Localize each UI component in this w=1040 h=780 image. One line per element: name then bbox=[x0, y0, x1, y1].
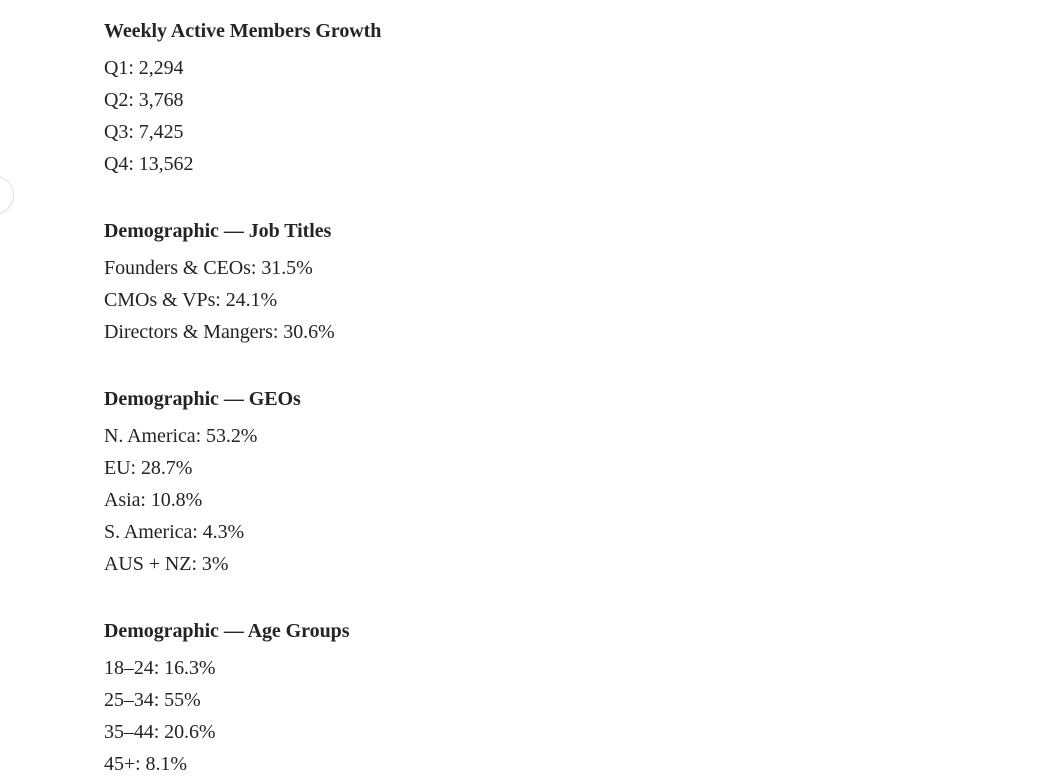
stat-line: 18–24: 16.3% bbox=[104, 652, 1040, 684]
stat-line: Founders & CEOs: 31.5% bbox=[104, 252, 1040, 284]
stat-label: N. America bbox=[104, 425, 196, 447]
stat-label: Q1 bbox=[104, 57, 128, 79]
stat-label: AUS + NZ bbox=[104, 553, 191, 575]
stat-value: 28.7% bbox=[141, 457, 192, 479]
stat-value: 53.2% bbox=[206, 425, 257, 447]
section-title: Demographic — Age Groups bbox=[104, 616, 1040, 646]
stat-line: Q2: 3,768 bbox=[104, 84, 1040, 116]
section-demographic-job-titles: Demographic — Job Titles Founders & CEOs… bbox=[104, 216, 1040, 348]
section-title: Demographic — Job Titles bbox=[104, 216, 1040, 246]
stat-value: 13,562 bbox=[139, 153, 194, 175]
stat-label: Q2 bbox=[104, 89, 128, 111]
stat-value: 2,294 bbox=[139, 57, 184, 79]
stat-label: 45+ bbox=[104, 753, 135, 775]
stat-line: Q4: 13,562 bbox=[104, 148, 1040, 180]
stat-label: S. America bbox=[104, 521, 192, 543]
stat-label: 18–24 bbox=[104, 657, 154, 679]
stat-value: 3% bbox=[202, 553, 229, 575]
stat-value: 10.8% bbox=[151, 489, 202, 511]
stat-line: 25–34: 55% bbox=[104, 684, 1040, 716]
stat-value: 7,425 bbox=[139, 121, 184, 143]
section-demographic-age-groups: Demographic — Age Groups 18–24: 16.3% 25… bbox=[104, 616, 1040, 780]
stat-label: Founders & CEOs bbox=[104, 257, 251, 279]
stat-line: 45+: 8.1% bbox=[104, 748, 1040, 780]
stat-label: 25–34 bbox=[104, 689, 154, 711]
stat-value: 4.3% bbox=[203, 521, 244, 543]
stat-label: CMOs & VPs bbox=[104, 289, 215, 311]
stat-line: N. America: 53.2% bbox=[104, 420, 1040, 452]
stat-line: EU: 28.7% bbox=[104, 452, 1040, 484]
stat-label: Q3 bbox=[104, 121, 128, 143]
stat-line: 35–44: 20.6% bbox=[104, 716, 1040, 748]
section-demographic-geos: Demographic — GEOs N. America: 53.2% EU:… bbox=[104, 384, 1040, 580]
stat-line: CMOs & VPs: 24.1% bbox=[104, 284, 1040, 316]
stat-label: Q4 bbox=[104, 153, 128, 175]
section-title: Weekly Active Members Growth bbox=[104, 16, 1040, 46]
stat-value: 31.5% bbox=[261, 257, 312, 279]
stat-value: 8.1% bbox=[146, 753, 187, 775]
stat-line: AUS + NZ: 3% bbox=[104, 548, 1040, 580]
stat-label: 35–44 bbox=[104, 721, 154, 743]
stat-label: Asia bbox=[104, 489, 140, 511]
section-title: Demographic — GEOs bbox=[104, 384, 1040, 414]
stat-line: S. America: 4.3% bbox=[104, 516, 1040, 548]
stat-value: 55% bbox=[164, 689, 200, 711]
section-weekly-active-members: Weekly Active Members Growth Q1: 2,294 Q… bbox=[104, 16, 1040, 180]
document-body: Weekly Active Members Growth Q1: 2,294 Q… bbox=[0, 0, 1040, 780]
stat-label: Directors & Mangers bbox=[104, 321, 273, 343]
stat-line: Asia: 10.8% bbox=[104, 484, 1040, 516]
stat-value: 16.3% bbox=[164, 657, 215, 679]
stat-line: Directors & Mangers: 30.6% bbox=[104, 316, 1040, 348]
stat-value: 30.6% bbox=[283, 321, 334, 343]
stat-line: Q1: 2,294 bbox=[104, 52, 1040, 84]
stat-line: Q3: 7,425 bbox=[104, 116, 1040, 148]
stat-value: 3,768 bbox=[139, 89, 184, 111]
stat-label: EU bbox=[104, 457, 131, 479]
stat-value: 20.6% bbox=[164, 721, 215, 743]
stat-value: 24.1% bbox=[226, 289, 277, 311]
